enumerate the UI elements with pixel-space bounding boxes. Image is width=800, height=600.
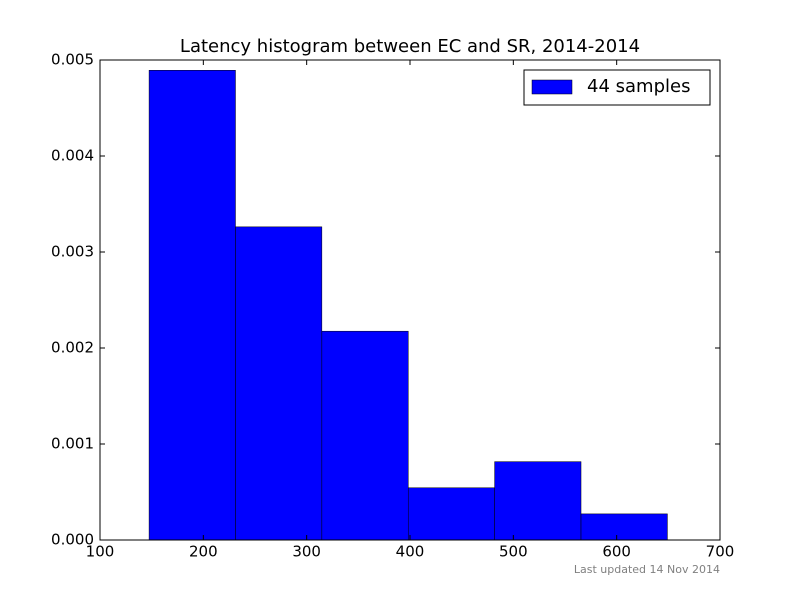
chart-title: Latency histogram between EC and SR, 201… [180, 36, 640, 57]
x-tick-label: 100 [86, 543, 115, 561]
x-tick-label: 700 [706, 543, 735, 561]
x-tick-label: 600 [602, 543, 631, 561]
x-tick-label: 200 [189, 543, 218, 561]
y-tick-label: 0.003 [51, 243, 94, 261]
bar [407, 487, 495, 541]
y-tick-label: 0.000 [51, 531, 94, 549]
footnote: Last updated 14 Nov 2014 [574, 563, 720, 576]
bar [148, 70, 236, 541]
bar [494, 461, 582, 541]
bar [235, 226, 323, 541]
y-tick-label: 0.004 [51, 147, 94, 165]
bar [580, 513, 668, 541]
x-tick-label: 500 [499, 543, 528, 561]
x-tick-label: 400 [396, 543, 425, 561]
y-tick-label: 0.002 [51, 339, 94, 357]
legend-label: 44 samples [587, 76, 690, 97]
y-tick-label: 0.005 [51, 51, 94, 69]
y-tick-label: 0.001 [51, 435, 94, 453]
x-tick-label: 300 [292, 543, 321, 561]
bar [321, 330, 409, 541]
legend-swatch [531, 79, 573, 95]
